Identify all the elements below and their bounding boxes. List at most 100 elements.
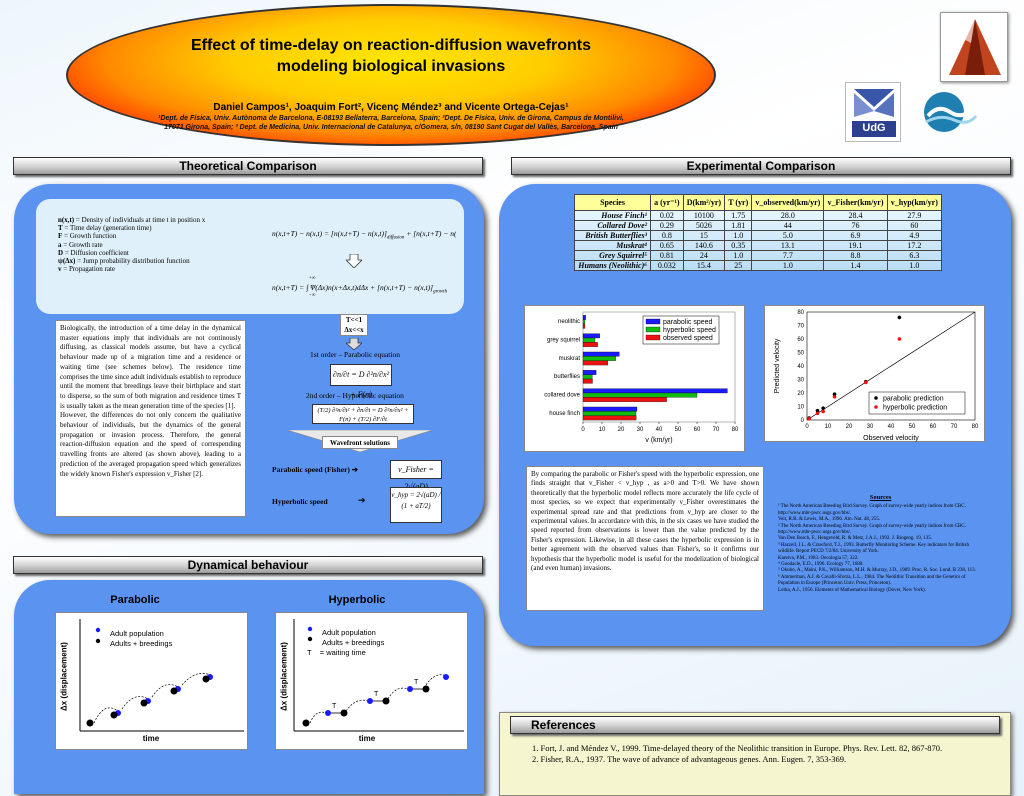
parabolic-equation: ∂n/∂t = D ∂²n/∂x² + F(n) [330,364,392,399]
legend-label: hyperbolic speed [663,327,716,334]
table-header: v_hyp(km/yr) [886,194,943,211]
x-tick-label: 70 [951,424,958,430]
table-cell: 25 [724,260,753,271]
bar [582,323,586,329]
wavefront-solutions-label: Wavefront solutions [322,436,398,449]
reference-item: 1. Fort, J. and Méndez V., 1999. Time-de… [532,743,943,753]
scatter-point [897,315,902,320]
category-label: butterflies [554,374,580,380]
table-cell: 0.8 [650,230,684,241]
x-tick-label: 50 [909,424,916,430]
table-cell: 0.81 [650,250,684,261]
y-tick-label: 0 [801,418,805,424]
bar [582,370,597,375]
references-header: References [510,716,1000,734]
bar [582,397,667,402]
species-table: Species a (yr⁻¹) D(km²/yr) T (yr) v_obse… [573,194,943,271]
down-arrow-icon [344,337,364,351]
table-cell: 28.0 [751,210,825,221]
table-header: D(km²/yr) [682,194,726,211]
table-cell: 6.9 [823,230,888,241]
y-tick-label: 30 [797,378,804,384]
x-tick-label: 0 [805,424,809,430]
y-axis-label: Predicted velocity [774,338,781,393]
parabolic-scheme-svg [79,619,244,732]
x-tick-label: 70 [713,427,720,433]
table-cell: 4.9 [886,230,943,241]
legend-box [868,391,966,415]
definition-item: ψ(Δx) = Jump probability distribution fu… [58,257,190,266]
bar [582,415,637,421]
hyperbolic-x-label: time [358,734,376,743]
table-cell: 140.6 [682,240,726,251]
table-cell: Collared Dove² [573,220,652,231]
table-cell: 1.75 [724,210,753,221]
arrow-icon: ➔ [358,495,366,505]
x-tick-label: 20 [846,424,853,430]
table-cell: 27.9 [886,210,943,221]
wave-logo [914,82,984,142]
bar [582,374,593,380]
legend-swatch [645,334,661,341]
affiliation-line2: 17071 Girona, Spain; ³ Dept. de Medicina… [164,124,618,131]
title-banner: Effect of time-delay on reaction-diffusi… [66,4,716,146]
scatter-point [815,411,820,416]
bar [582,351,620,357]
table-cell: 13.1 [751,240,825,251]
table-cell: 0.65 [650,240,684,251]
scatter-point [897,337,902,341]
bar [582,319,586,325]
table-row: British Butterflies³ 0.8 15 1.0 5.0 6.9 4.9 [573,230,943,241]
table-cell: British Butterflies³ [573,230,652,241]
bar-chart-svg: neolithic grey squirrel muskrat butterflies… [544,311,739,444]
table-header: v_observed(km/yr) [751,194,825,211]
x-tick-label: 20 [618,427,625,433]
scatter-point [832,392,837,397]
definition-item: D = Diffusion coefficient [58,248,129,257]
category-label: house finch [549,411,580,417]
legend-adult-population: Adult population [110,629,164,638]
legend-label: parabolic speed [663,319,713,326]
table-cell: 0.02 [650,210,684,221]
bar [582,342,598,347]
scatter-chart-svg: 0 10 20 30 40 50 60 70 80 0 10 20 30 40 50 60 70 80 Observ… [774,310,979,442]
authors: Daniel Campos¹, Joaquim Fort², Vicenç Mé… [213,102,569,113]
table-cell: 1.0 [724,230,753,241]
table-header: v_Fisher(km/yr) [823,194,888,211]
table-cell: 44 [751,220,825,231]
source-item: ² The North American Breeding Bird Surve… [778,523,966,536]
definition-item: T = Time delay (generation time) [58,224,152,233]
legend-marker [874,405,878,409]
source-item: ⁵ Okubo, A., Maini, P.K., Williamson, M.… [778,568,976,574]
section-header-dynamical: Dynamical behaviour [13,556,483,574]
table-cell: 0.29 [650,220,684,231]
table-cell: 76 [823,220,888,231]
parabolic-y-label: Δx (displacement) [59,642,69,711]
table-cell: Humans (Neolithic)⁶ [573,260,652,271]
master-equation-2: n(x,t+T) = ∫ Ψ(Δx)n(x+Δx,t)dΔx + [n(x,t+… [272,283,448,295]
scatter-point [815,408,820,413]
legend-marker [874,396,878,400]
x-tick-label: 40 [888,424,895,430]
source-item: Kareiva, P.M., 1983. Oecologia 57, 322. [778,555,859,561]
source-item: Veit, R.R. & Lewis, M.A., 1996. Am. Nat.… [778,517,881,523]
identity-line [806,311,976,421]
fisher-speed-formula: v_Fisher = 2√(aD) [390,460,442,491]
definition-item: v = Propagation rate [58,265,116,274]
integral-lower-limit: −∞ [309,293,316,298]
reference-item: 2. Fisher, R.A., 1937. The wave of advan… [532,754,847,764]
definition-item: n(x,t) = Density of individuals at time … [58,216,206,224]
bar [582,333,600,339]
table-cell: 15.4 [682,260,726,271]
table-cell: 8.8 [823,250,888,261]
table-cell: 15 [682,230,726,241]
category-label: grey squirrel [547,338,580,344]
x-tick-label: 10 [825,424,832,430]
affiliation-line1: ¹Dept. de Física, Univ. Autònoma de Barc… [158,115,624,122]
table-cell: 7.7 [751,250,825,261]
parabolic-scheme: Adult population Adults + breedings [55,612,248,750]
scatter-point [821,406,825,410]
intro-paragraph-1: Biologically, the introduction of a time… [60,324,241,410]
bar [582,406,638,412]
hyperbolic-speed-label: Hyperbolic speed [272,497,328,506]
